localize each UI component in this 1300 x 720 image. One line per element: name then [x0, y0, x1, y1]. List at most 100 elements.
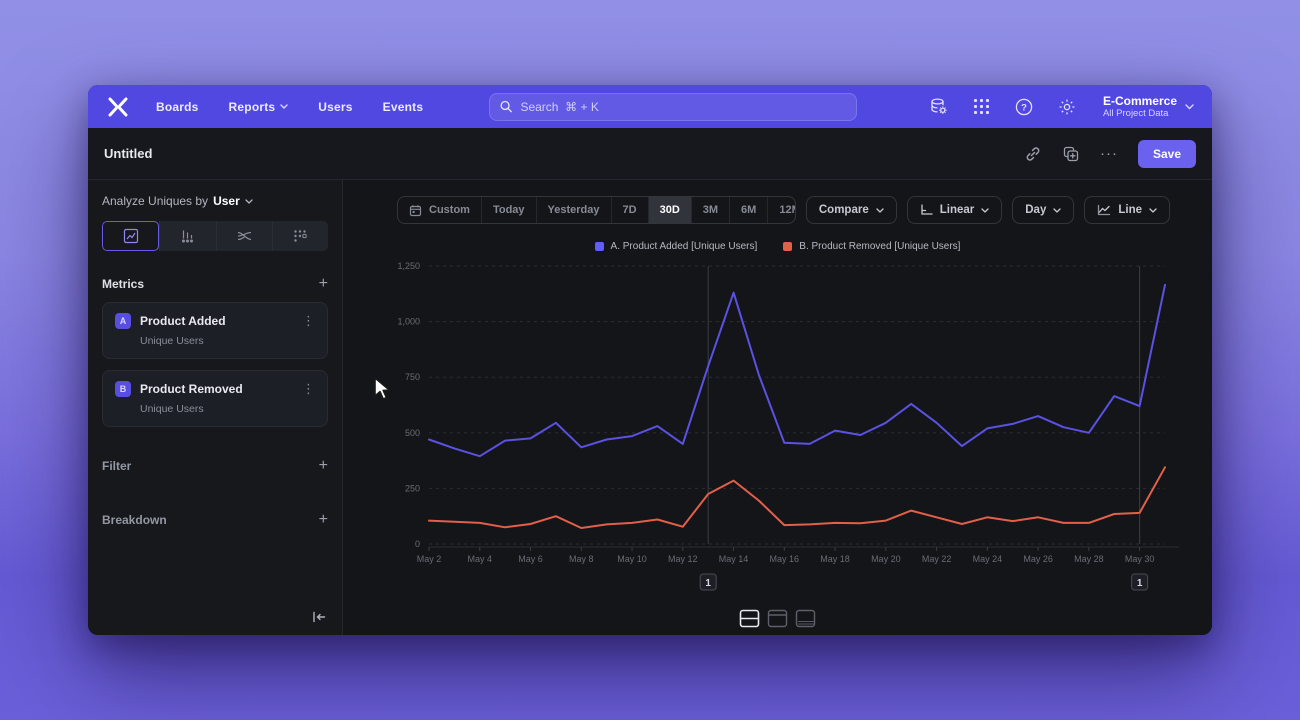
tab-funnels-bars[interactable] — [159, 221, 216, 251]
nav-right-icons: ? E-Commerce All Project Data — [929, 94, 1194, 119]
x-tick-label: May 20 — [871, 554, 901, 564]
tab-retention[interactable] — [271, 221, 328, 251]
layout-chart-only-button[interactable] — [767, 609, 788, 628]
x-tick-label: May 18 — [820, 554, 850, 564]
add-filter-button[interactable]: + — [318, 457, 328, 474]
bar-chart-icon — [181, 230, 193, 243]
metric-badge: B — [115, 381, 131, 397]
layout-table-only-button[interactable] — [795, 609, 816, 628]
metrics-label: Metrics — [102, 277, 145, 291]
compare-button[interactable]: Compare — [805, 196, 897, 224]
chevron-down-icon — [245, 198, 253, 204]
settings-gear-icon[interactable] — [1058, 97, 1077, 116]
metrics-section-header: Metrics + — [102, 275, 328, 292]
metric-title: Product Added — [140, 314, 226, 328]
axis-scale-icon — [921, 204, 933, 215]
chevron-down-icon — [280, 104, 288, 109]
range-12m[interactable]: 12M — [767, 197, 795, 223]
x-tick-label: May 28 — [1074, 554, 1104, 564]
metric-subtitle[interactable]: Unique Users — [140, 403, 204, 415]
range-3m[interactable]: 3M — [690, 197, 729, 223]
date-range-group: Custom Today Yesterday 7D 30D 3M 6M 12M — [397, 196, 796, 224]
nav-items: Boards Reports Users Events — [156, 100, 423, 114]
chart-toolbar: Custom Today Yesterday 7D 30D 3M 6M 12M … — [343, 196, 1212, 224]
annotation-badge[interactable] — [699, 573, 717, 591]
range-label: Custom — [429, 204, 470, 216]
flow-sankey-icon — [237, 231, 251, 241]
range-6m[interactable]: 6M — [729, 197, 767, 223]
annotation-badge[interactable] — [1131, 573, 1149, 591]
analyze-value-dropdown[interactable]: User — [213, 194, 240, 208]
interval-dropdown[interactable]: Day — [1012, 196, 1075, 224]
search-input[interactable] — [520, 99, 847, 114]
range-label: Today — [492, 204, 525, 216]
report-title[interactable]: Untitled — [104, 146, 153, 161]
line-chart-svg[interactable]: 0 250 500 750 1,000 1,250 1 1 May 2 May 4 May 6 May… — [377, 254, 1205, 600]
svg-text:?: ? — [1022, 102, 1028, 113]
y-tick-label: 1,250 — [397, 261, 420, 271]
nav-item-label: Users — [318, 99, 353, 114]
search-bar[interactable] — [489, 92, 858, 121]
share-link-icon[interactable] — [1024, 145, 1042, 163]
data-management-icon[interactable] — [929, 97, 948, 116]
collapse-sidebar-icon[interactable] — [312, 611, 326, 623]
report-header: Untitled ··· Save — [88, 128, 1212, 180]
metric-card-b[interactable]: B Product Removed ⋮ Unique Users — [102, 370, 328, 427]
save-button[interactable]: Save — [1137, 139, 1196, 168]
legend-item-a[interactable]: A. Product Added [Unique Users] — [594, 241, 757, 252]
x-tick-label: May 16 — [770, 554, 800, 564]
scale-label: Linear — [939, 204, 975, 216]
metric-menu-icon[interactable]: ⋮ — [302, 381, 315, 396]
nav-item-users[interactable]: Users — [318, 100, 352, 114]
layout-split-view-button[interactable] — [739, 609, 760, 628]
tab-insights-line[interactable] — [102, 221, 160, 251]
metric-badge: A — [115, 313, 131, 329]
report-header-actions: ··· Save — [1024, 139, 1196, 168]
range-today[interactable]: Today — [480, 197, 536, 223]
x-tick-label: May 24 — [973, 554, 1003, 564]
annotation-badge-label: 1 — [1137, 578, 1143, 589]
chevron-down-icon — [1149, 207, 1157, 213]
app-window: Boards Reports Users Events — [88, 85, 1212, 635]
range-label: 7D — [622, 204, 637, 216]
apps-grid-icon[interactable] — [972, 97, 991, 116]
help-icon[interactable]: ? — [1015, 97, 1034, 116]
line-chart[interactable]: 0 250 500 750 1,000 1,250 1 1 May 2 May 4 May 6 May… — [377, 254, 1212, 600]
nav-item-reports[interactable]: Reports — [229, 100, 289, 114]
y-tick-label: 500 — [405, 428, 420, 438]
metric-card-a[interactable]: A Product Added ⋮ Unique Users — [102, 302, 328, 359]
range-custom[interactable]: Custom — [398, 197, 481, 223]
mixpanel-logo-icon[interactable] — [106, 96, 130, 118]
range-yesterday[interactable]: Yesterday — [535, 197, 611, 223]
nav-item-label: Boards — [156, 99, 199, 114]
range-30d-active[interactable]: 30D — [647, 197, 691, 223]
range-7d[interactable]: 7D — [610, 197, 648, 223]
range-label: Yesterday — [547, 204, 600, 216]
project-selector[interactable]: E-Commerce All Project Data — [1103, 94, 1194, 119]
nav-item-events[interactable]: Events — [383, 100, 424, 114]
legend-item-b[interactable]: B. Product Removed [Unique Users] — [783, 241, 960, 252]
chart-legend: A. Product Added [Unique Users] B. Produ… — [343, 241, 1212, 252]
duplicate-icon[interactable] — [1062, 145, 1080, 163]
tab-flows[interactable] — [215, 221, 272, 251]
x-tick-label: May 26 — [1023, 554, 1053, 564]
scale-dropdown[interactable]: Linear — [906, 196, 1003, 224]
line-chart-icon — [123, 228, 138, 244]
metric-menu-icon[interactable]: ⋮ — [302, 313, 315, 328]
filter-label: Filter — [102, 459, 132, 473]
metric-subtitle[interactable]: Unique Users — [140, 335, 204, 347]
add-breakdown-button[interactable]: + — [318, 511, 328, 528]
series-line-a-product-added-unique-users-[interactable] — [428, 283, 1166, 458]
add-metric-button[interactable]: + — [318, 275, 328, 292]
range-label: 3M — [702, 204, 719, 216]
legend-swatch-orange — [783, 242, 793, 251]
analyze-uniques-row: Analyze Uniques by User — [102, 194, 328, 208]
layout-toggles — [343, 609, 1212, 628]
chart-type-dropdown[interactable]: Line — [1084, 196, 1170, 224]
more-options-icon[interactable]: ··· — [1099, 144, 1118, 162]
y-tick-label: 0 — [415, 539, 420, 549]
series-line-b-product-removed-unique-users-[interactable] — [428, 466, 1166, 529]
nav-item-boards[interactable]: Boards — [156, 100, 199, 114]
chevron-down-icon — [981, 207, 989, 213]
x-tick-label: May 30 — [1125, 554, 1155, 564]
